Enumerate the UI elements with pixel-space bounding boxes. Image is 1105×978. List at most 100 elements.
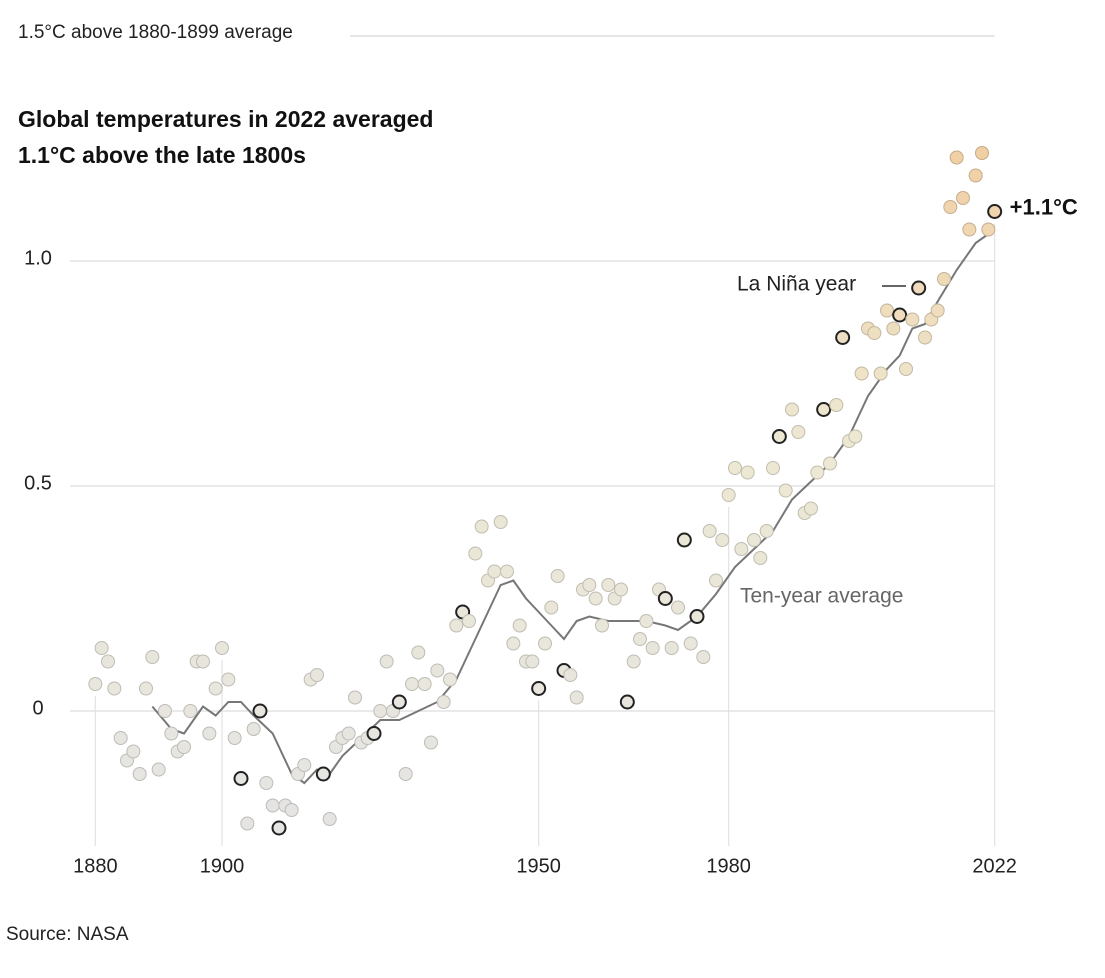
point xyxy=(284,803,299,817)
point xyxy=(905,312,920,327)
la-nina-label: La Niña year xyxy=(737,273,856,296)
point xyxy=(702,524,717,538)
highlighted-point xyxy=(689,609,705,624)
point xyxy=(443,672,457,687)
point xyxy=(500,564,514,579)
chart-title: Global temperatures in 2022 averaged xyxy=(18,106,433,132)
point xyxy=(829,398,844,412)
point xyxy=(766,461,780,475)
point xyxy=(158,704,172,718)
point xyxy=(671,600,685,615)
highlighted-point xyxy=(657,591,673,606)
end-label: +1.1°C xyxy=(1010,194,1078,219)
point xyxy=(183,704,198,718)
highlighted-point xyxy=(816,402,832,417)
point xyxy=(740,465,755,480)
point xyxy=(227,731,242,745)
highlighted-point xyxy=(391,694,407,710)
point xyxy=(379,654,394,669)
point xyxy=(582,578,597,592)
point xyxy=(202,726,217,741)
point xyxy=(633,632,647,646)
highlighted-point xyxy=(835,330,851,345)
point xyxy=(101,654,115,669)
point xyxy=(563,668,578,682)
point xyxy=(430,663,445,678)
point xyxy=(715,533,730,547)
point xyxy=(88,677,103,691)
point xyxy=(639,614,654,628)
highlighted-point xyxy=(676,532,692,548)
point xyxy=(588,591,603,606)
point xyxy=(538,636,552,651)
point xyxy=(310,668,324,682)
point xyxy=(823,456,837,471)
point xyxy=(734,542,749,556)
point xyxy=(899,362,913,376)
y-tick-label: 0 xyxy=(32,697,43,719)
highlighted-point xyxy=(911,280,927,296)
point xyxy=(595,618,609,633)
x-tick-label: 1950 xyxy=(516,855,561,877)
point xyxy=(601,578,616,592)
point xyxy=(981,222,996,237)
point xyxy=(151,762,166,777)
point xyxy=(436,695,451,709)
highlighted-point xyxy=(987,204,1003,219)
point xyxy=(221,672,236,687)
point xyxy=(683,636,698,651)
point xyxy=(259,776,274,790)
point xyxy=(867,326,882,340)
highlighted-point xyxy=(771,429,787,444)
highlighted-point xyxy=(366,726,382,741)
point xyxy=(962,222,977,237)
point xyxy=(506,636,521,651)
point xyxy=(848,429,863,444)
point xyxy=(930,303,945,318)
point xyxy=(341,726,356,741)
highlighted-point xyxy=(619,694,635,710)
point xyxy=(785,402,799,417)
point xyxy=(215,641,229,655)
average-line xyxy=(151,228,996,785)
highlighted-point xyxy=(252,703,268,719)
point xyxy=(240,816,255,831)
point xyxy=(468,546,483,561)
point xyxy=(968,168,983,183)
point xyxy=(759,524,774,538)
point xyxy=(696,650,711,664)
highlighted-point xyxy=(233,771,249,786)
highlighted-point xyxy=(315,766,331,782)
point xyxy=(107,681,122,696)
point xyxy=(113,731,128,745)
point xyxy=(246,722,261,736)
point xyxy=(550,569,565,583)
point xyxy=(348,690,362,705)
highlighted-point xyxy=(892,307,908,323)
x-tick-label: 1880 xyxy=(73,855,118,877)
point xyxy=(265,798,280,813)
point xyxy=(626,654,641,669)
highlighted-point xyxy=(271,820,287,836)
point xyxy=(373,704,388,718)
point xyxy=(747,533,761,547)
point xyxy=(886,321,901,336)
point xyxy=(493,515,508,529)
point xyxy=(778,483,793,498)
point xyxy=(411,645,426,660)
point xyxy=(405,677,419,691)
point xyxy=(854,366,869,381)
point xyxy=(164,726,179,741)
point xyxy=(487,564,502,579)
source: Source: NASA xyxy=(6,924,129,945)
point xyxy=(512,618,527,633)
point xyxy=(918,330,932,345)
point xyxy=(664,641,679,655)
point xyxy=(569,690,584,705)
chart-title: 1.1°C above the late 1800s xyxy=(18,142,306,168)
point xyxy=(177,740,191,754)
point xyxy=(880,303,894,318)
point xyxy=(791,425,806,439)
point xyxy=(474,519,489,534)
